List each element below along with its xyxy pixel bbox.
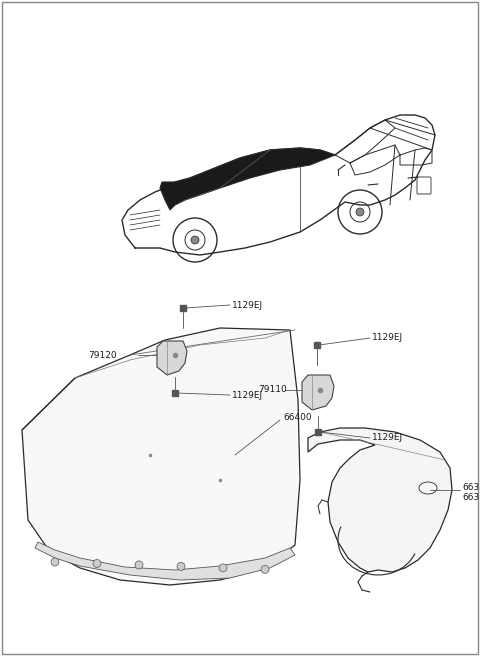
Polygon shape [157,341,187,375]
Text: 66321: 66321 [462,483,480,493]
Polygon shape [302,375,334,410]
Circle shape [93,560,101,567]
Circle shape [51,558,59,566]
Text: 1129EJ: 1129EJ [232,390,263,400]
Text: 79110: 79110 [258,386,287,394]
Text: 1129EJ: 1129EJ [372,333,403,342]
Circle shape [261,565,269,573]
Text: 66400: 66400 [283,413,312,422]
Text: 1129EJ: 1129EJ [372,432,403,441]
Text: 1129EJ: 1129EJ [232,300,263,310]
Circle shape [219,564,227,572]
Polygon shape [160,148,335,210]
Circle shape [135,561,143,569]
Polygon shape [308,428,452,572]
Circle shape [191,236,199,244]
Circle shape [356,208,364,216]
Circle shape [177,562,185,571]
Polygon shape [35,542,295,580]
Text: 79120: 79120 [88,350,117,359]
Text: 66311: 66311 [462,493,480,502]
Polygon shape [22,328,300,585]
